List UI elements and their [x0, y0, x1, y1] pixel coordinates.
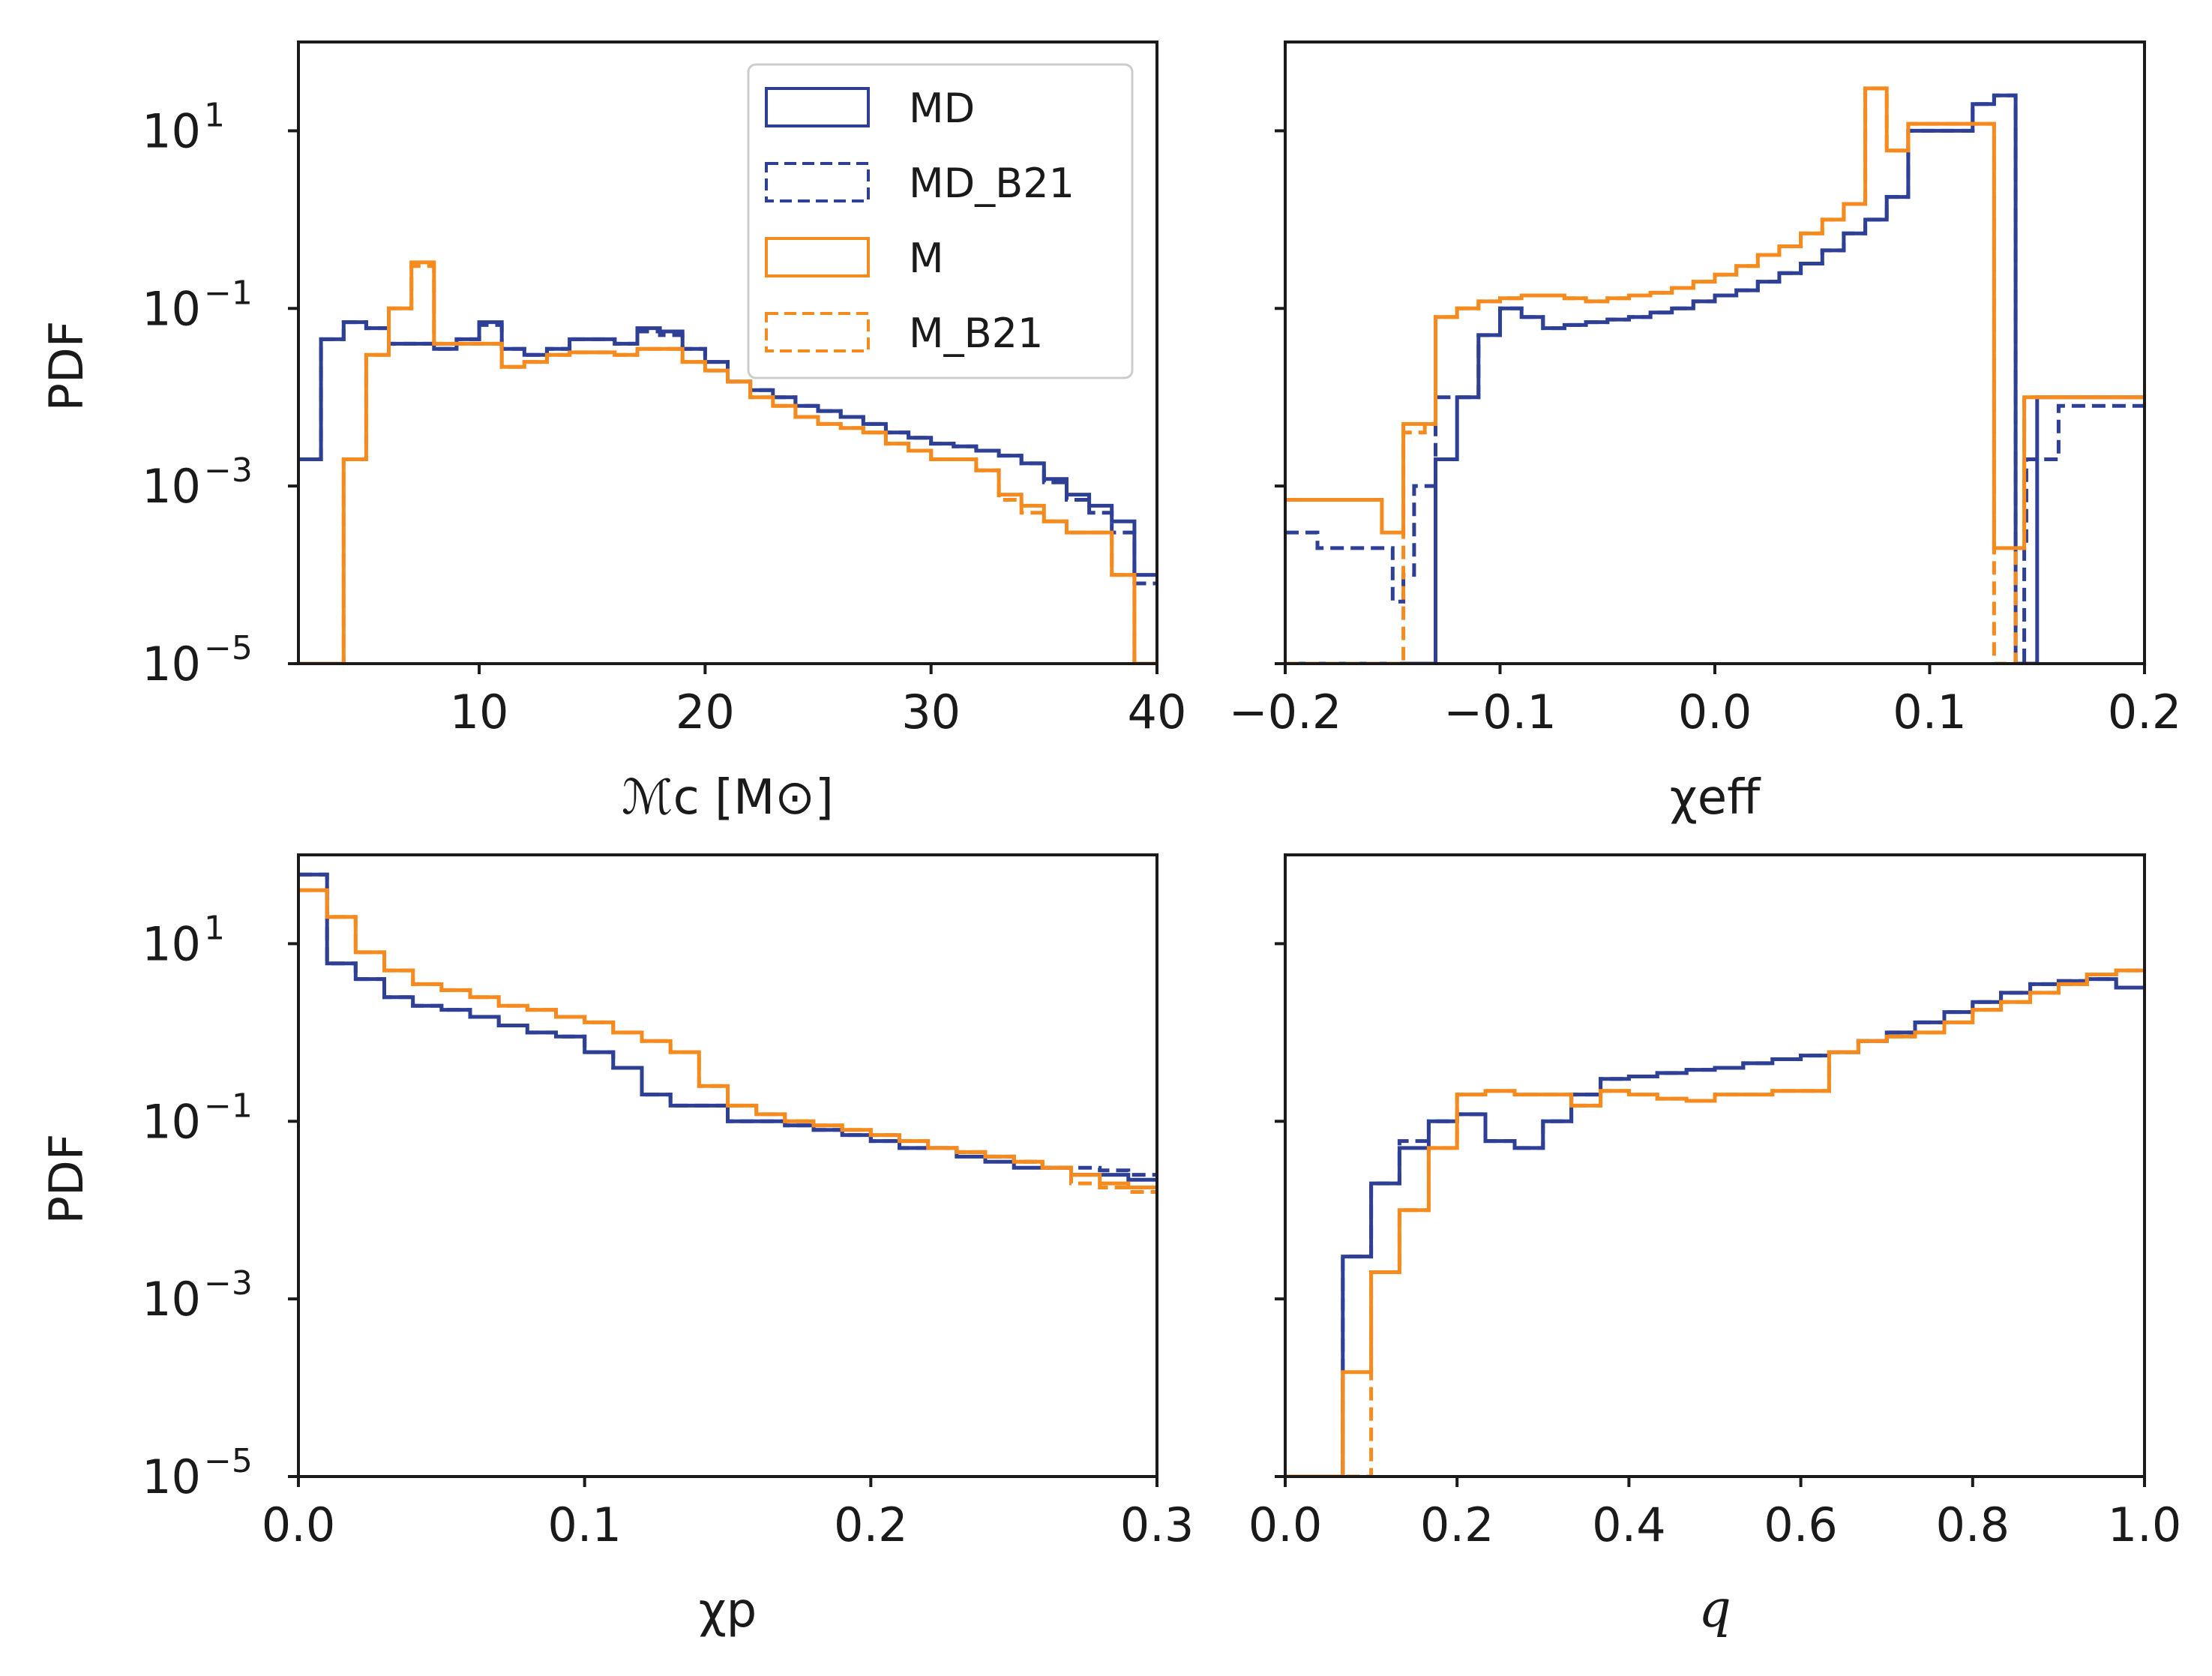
series-m-line: [298, 888, 1157, 1189]
plot-area: [1285, 86, 2145, 664]
x-axis-label: χp: [699, 1583, 757, 1639]
x-tick-label: 0.0: [262, 1498, 336, 1552]
x-tick-label: 0.2: [1420, 1498, 1494, 1552]
legend-swatch-md: [765, 87, 870, 127]
legend-swatch-m: [765, 237, 870, 277]
y-axis-label-top: PDF: [39, 321, 94, 412]
series-m-b21-line: [298, 888, 1157, 1194]
x-tick-label: 20: [676, 685, 735, 739]
x-tick-label: 0.0: [1248, 1498, 1323, 1552]
plot-area: [1285, 968, 2145, 1477]
x-tick-label: 0.8: [1935, 1498, 2010, 1552]
x-tick-label: 0.2: [834, 1498, 908, 1552]
series-m-line: [1285, 968, 2145, 1477]
axes-frame: [297, 853, 1158, 1478]
x-tick-label: 0.1: [1893, 685, 1967, 739]
x-tick-label: 0.2: [2108, 685, 2182, 739]
x-axis-label: q: [1698, 1580, 1731, 1639]
x-tick-label: −0.1: [1443, 685, 1557, 739]
series-md-line: [1285, 977, 2145, 1477]
y-tick-label: 10: [142, 1272, 201, 1327]
x-tick-label: 0.4: [1592, 1498, 1666, 1552]
legend-swatch-m-b21: [765, 312, 870, 352]
y-tick-exponent: −1: [204, 1087, 253, 1125]
x-axis-label: χeff: [1670, 770, 1761, 826]
x-axis-label: ℳc [M⊙]: [622, 770, 834, 826]
y-tick-label: 10: [142, 103, 201, 158]
x-tick-label: 1.0: [2108, 1498, 2182, 1552]
y-tick-label: 10: [142, 1450, 201, 1504]
plot-area: [298, 260, 1157, 664]
y-tick-exponent: −5: [204, 1442, 253, 1480]
legend-swatch-md-b21: [765, 162, 870, 202]
legend-frame: [747, 63, 1134, 379]
x-tick-label: 0.1: [547, 1498, 622, 1552]
panel-mass-ratio: 0.0 0.2 0.4 0.6 0.8 1.0 q: [1248, 853, 2182, 1639]
x-tick-label: 0.0: [1678, 685, 1752, 739]
y-tick-label: 10: [142, 1094, 201, 1149]
x-tick-label: 0.6: [1764, 1498, 1838, 1552]
series-m-line: [1285, 86, 2145, 550]
plot-area: [298, 872, 1157, 1194]
y-tick-label: 10: [142, 281, 201, 336]
legend-label-m: M: [909, 235, 944, 282]
series-md-line: [1285, 93, 2145, 664]
series-md-b21-line: [1285, 977, 2145, 1477]
y-tick-label: 10: [142, 916, 201, 971]
y-tick-label: 10: [142, 459, 201, 514]
y-tick-label: 10: [142, 637, 201, 691]
legend-label-md-b21: MD_B21: [909, 160, 1075, 207]
legend: MD MD_B21 M M_B21: [747, 63, 1134, 379]
y-tick-exponent: 1: [204, 909, 225, 947]
y-axis-label-bottom: PDF: [39, 1134, 94, 1225]
axes-frame: [1284, 853, 2146, 1478]
series-m-line: [298, 260, 1157, 664]
y-tick-exponent: −3: [204, 451, 253, 490]
y-tick-exponent: 1: [204, 96, 225, 134]
axes-frame: [297, 40, 1158, 665]
x-tick-label: 30: [901, 685, 961, 739]
x-tick-label: 0.3: [1120, 1498, 1194, 1552]
x-tick-label: 10: [450, 685, 509, 739]
legend-label-md: MD: [909, 85, 975, 132]
y-tick-exponent: −3: [204, 1264, 253, 1303]
series-md-b21-line: [298, 872, 1157, 1177]
x-tick-label: 40: [1128, 685, 1187, 739]
y-tick-exponent: −5: [204, 629, 253, 667]
series-md-line: [298, 872, 1157, 1182]
series-m-b21-line: [1285, 968, 2145, 1477]
panel-chi-eff: −0.2 −0.1 0.0 0.1 0.2 χeff: [1229, 40, 2182, 826]
panel-chi-p: 10−510−310−110 10.0 0.1 0.2 0.3χp: [142, 853, 1194, 1639]
legend-label-m-b21: M_B21: [909, 310, 1043, 357]
y-tick-exponent: −1: [204, 274, 253, 312]
x-tick-label: −0.2: [1229, 685, 1342, 739]
